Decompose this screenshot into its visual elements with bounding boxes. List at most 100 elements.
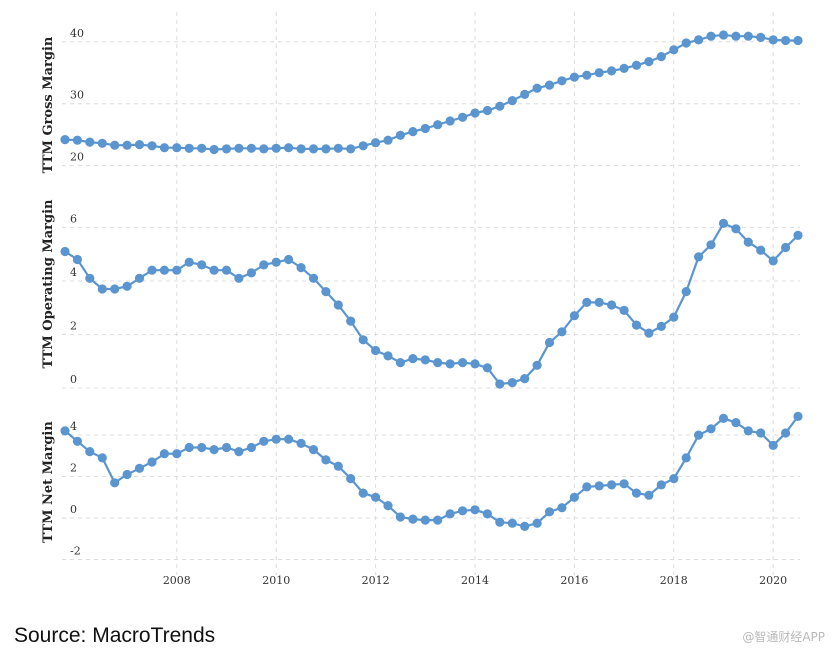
data-point xyxy=(470,505,480,515)
data-point xyxy=(221,265,232,275)
y-tick-label: 20 xyxy=(70,151,84,164)
vertical-gridlines xyxy=(176,12,774,575)
data-point xyxy=(557,503,567,513)
operating-margin-gridlines xyxy=(62,226,800,389)
data-point xyxy=(333,143,343,153)
data-point xyxy=(234,273,244,283)
data-point xyxy=(743,31,753,41)
data-point xyxy=(495,101,505,111)
data-point xyxy=(731,31,741,41)
data-point xyxy=(246,143,256,153)
data-point xyxy=(793,411,803,421)
data-point xyxy=(420,355,430,365)
data-point xyxy=(619,479,629,489)
data-point xyxy=(482,509,492,519)
data-point xyxy=(433,120,443,130)
data-point xyxy=(184,143,194,153)
data-point xyxy=(718,218,729,228)
data-point xyxy=(669,312,679,322)
data-point xyxy=(445,509,455,519)
data-point xyxy=(284,254,294,265)
data-point xyxy=(781,242,791,253)
data-point xyxy=(619,63,629,73)
y-tick-label: 2 xyxy=(70,319,77,332)
data-point xyxy=(371,492,381,502)
data-point xyxy=(607,66,617,76)
data-point xyxy=(482,105,492,116)
data-point xyxy=(544,337,555,348)
data-point xyxy=(756,245,766,255)
data-point xyxy=(557,76,567,86)
data-point xyxy=(122,469,132,480)
gross-margin-gridlines xyxy=(62,41,800,167)
data-point xyxy=(122,140,132,150)
data-point xyxy=(321,455,331,465)
data-point xyxy=(532,360,542,370)
data-point xyxy=(520,521,530,532)
data-point xyxy=(159,449,169,459)
data-point xyxy=(644,57,654,67)
data-point xyxy=(284,434,294,444)
data-point xyxy=(110,284,120,294)
data-point xyxy=(743,237,753,247)
data-point xyxy=(458,506,468,516)
data-point xyxy=(321,287,331,297)
data-point xyxy=(60,246,70,257)
series-line xyxy=(64,415,799,528)
net-margin-ylabel: TTM Net Margin xyxy=(41,421,56,543)
data-point xyxy=(85,137,95,147)
data-point xyxy=(134,273,145,283)
data-point xyxy=(72,436,82,446)
data-point xyxy=(85,273,95,283)
data-point xyxy=(172,449,182,459)
data-point xyxy=(644,490,654,500)
data-point xyxy=(495,379,505,389)
data-point xyxy=(271,257,281,267)
data-point xyxy=(631,60,642,70)
data-point xyxy=(395,358,405,368)
data-point xyxy=(768,256,778,266)
data-point xyxy=(184,442,194,453)
data-point xyxy=(395,512,405,522)
data-point xyxy=(259,436,269,446)
data-point xyxy=(172,265,182,275)
y-tick-label: 0 xyxy=(70,373,77,386)
data-point xyxy=(694,252,704,262)
data-point xyxy=(197,143,207,153)
data-point xyxy=(495,517,505,527)
data-point xyxy=(669,45,679,55)
y-tick-label: -2 xyxy=(70,545,81,558)
data-point xyxy=(296,438,306,448)
data-point xyxy=(445,359,455,369)
data-point xyxy=(507,96,517,106)
data-point xyxy=(631,320,642,330)
data-point xyxy=(97,284,107,294)
data-point xyxy=(743,426,753,436)
data-point xyxy=(60,135,70,145)
data-point xyxy=(458,358,468,368)
data-point xyxy=(346,144,356,154)
data-point xyxy=(569,72,580,82)
data-point xyxy=(569,311,580,321)
data-point xyxy=(358,488,368,498)
data-point xyxy=(371,138,381,148)
data-point xyxy=(197,442,207,453)
y-tick-label: 6 xyxy=(70,212,77,225)
watermark: @智通财经APP xyxy=(742,630,825,644)
operating-margin-ylabel: TTM Operating Margin xyxy=(41,199,56,368)
data-point xyxy=(234,143,244,153)
data-point xyxy=(72,254,82,265)
data-point xyxy=(594,481,604,491)
data-point xyxy=(308,144,319,154)
data-point xyxy=(594,68,604,78)
y-tick-label: 30 xyxy=(70,89,84,102)
data-point xyxy=(246,442,256,453)
data-point xyxy=(520,374,530,384)
data-point xyxy=(631,488,642,498)
data-point xyxy=(544,80,555,90)
data-point xyxy=(532,83,542,93)
data-point xyxy=(110,140,120,150)
series-line xyxy=(64,222,799,386)
x-axis-ticks: 2008 2010 2012 2014 2016 2018 2020 xyxy=(163,574,787,587)
data-point xyxy=(594,297,604,307)
